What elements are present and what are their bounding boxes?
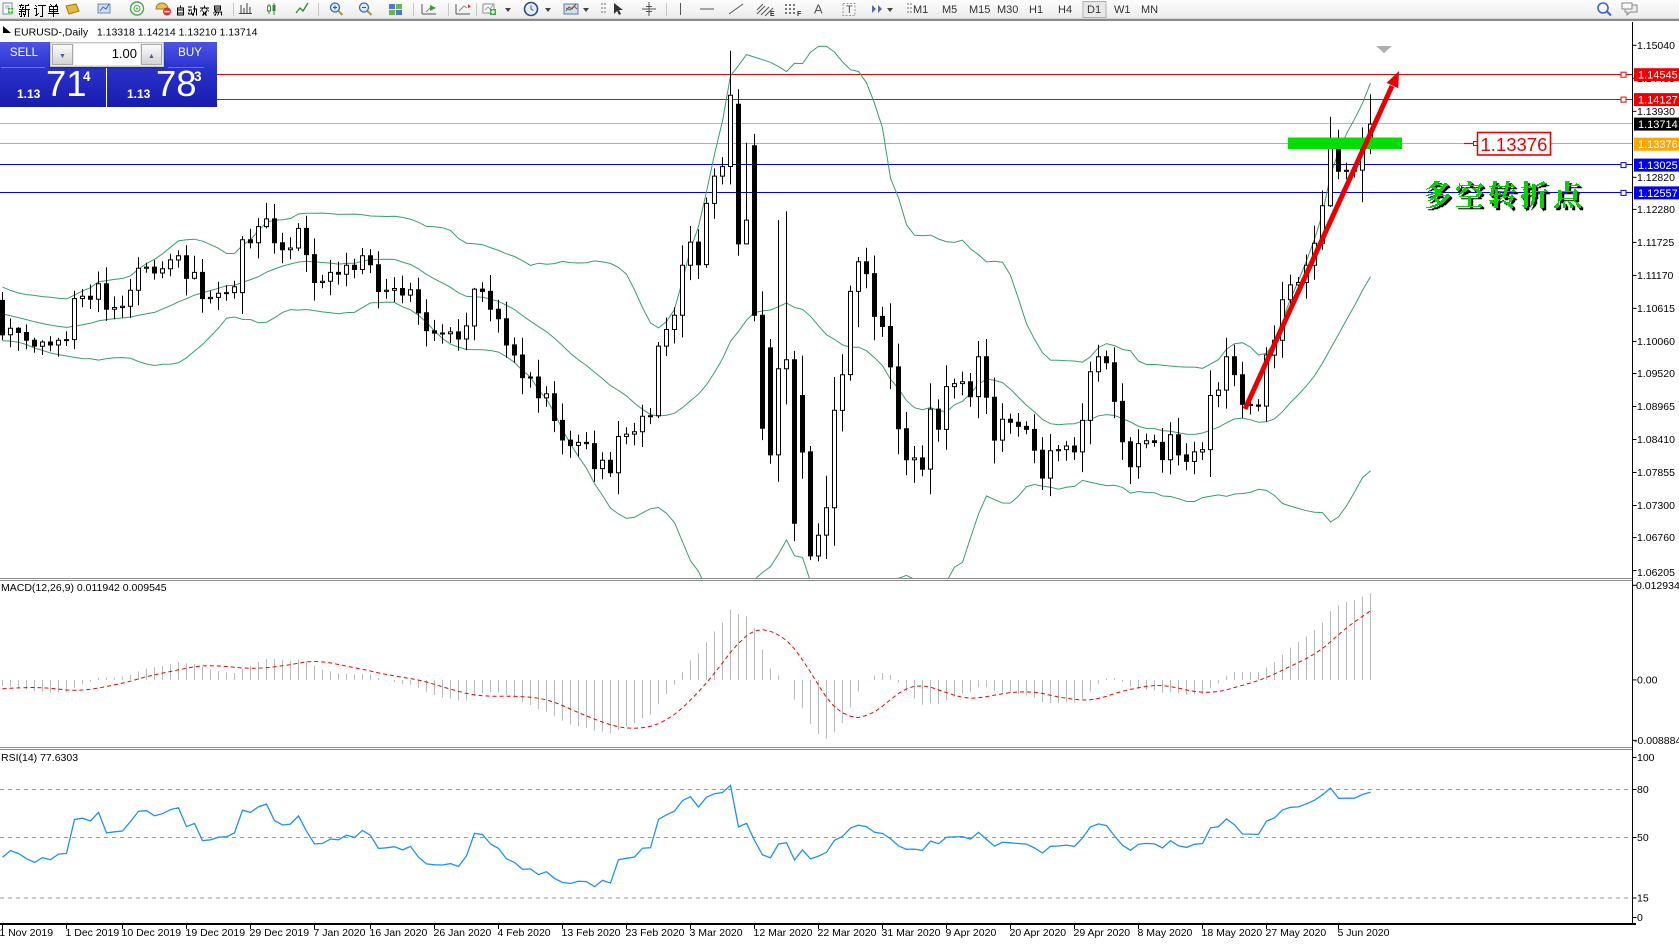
svg-text:1.13376: 1.13376: [1481, 134, 1548, 155]
svg-text:5 Jun 2020: 5 Jun 2020: [1338, 927, 1390, 939]
svg-text:M5: M5: [942, 4, 957, 16]
svg-text:0.012934: 0.012934: [1636, 580, 1679, 592]
svg-text:H1: H1: [1029, 4, 1043, 16]
svg-text:1.15040: 1.15040: [1637, 40, 1675, 52]
svg-text:1.11725: 1.11725: [1637, 237, 1674, 249]
svg-text:1.12557: 1.12557: [1638, 188, 1678, 200]
svg-text:15: 15: [1637, 893, 1649, 905]
svg-text:H4: H4: [1058, 4, 1072, 16]
svg-text:1.06205: 1.06205: [1637, 567, 1675, 579]
svg-text:1.07300: 1.07300: [1637, 500, 1675, 512]
svg-text:1.14545: 1.14545: [1638, 70, 1678, 82]
svg-text:1.13930: 1.13930: [1637, 106, 1675, 118]
svg-text:13 Feb 2020: 13 Feb 2020: [562, 927, 621, 939]
svg-text:1.08965: 1.08965: [1637, 401, 1675, 413]
svg-text:EURUSD-,Daily 1.13318 1.1421: EURUSD-,Daily 1.13318 1.14214 1.13210 1.…: [14, 27, 258, 39]
svg-text:27 May 2020: 27 May 2020: [1266, 927, 1327, 939]
svg-text:22 Mar 2020: 22 Mar 2020: [818, 927, 877, 939]
svg-text:0: 0: [1637, 912, 1643, 924]
svg-text:MACD(12,26,9) 0.011942 0.00954: MACD(12,26,9) 0.011942 0.009545: [1, 582, 167, 594]
svg-text:21 Nov 2019: 21 Nov 2019: [0, 927, 53, 939]
svg-text:E: E: [770, 11, 775, 18]
svg-text:100: 100: [1637, 752, 1655, 764]
svg-text:1 Dec 2019: 1 Dec 2019: [66, 927, 120, 939]
svg-text:MN: MN: [1141, 4, 1158, 16]
svg-text:1.12820: 1.12820: [1637, 172, 1675, 184]
svg-text:19 Dec 2019: 19 Dec 2019: [186, 927, 246, 939]
svg-text:50: 50: [1637, 832, 1649, 844]
svg-text:1.13376: 1.13376: [1638, 139, 1678, 151]
svg-text:4 Feb 2020: 4 Feb 2020: [498, 927, 551, 939]
svg-text:M30: M30: [997, 4, 1018, 16]
svg-text:0.00: 0.00: [1637, 674, 1658, 686]
svg-text:29 Dec 2019: 29 Dec 2019: [250, 927, 310, 939]
svg-text:W1: W1: [1114, 4, 1131, 16]
svg-text:1.08410: 1.08410: [1637, 434, 1675, 446]
svg-text:1.14127: 1.14127: [1638, 95, 1678, 107]
svg-text:18 May 2020: 18 May 2020: [1202, 927, 1263, 939]
svg-text:16 Jan 2020: 16 Jan 2020: [370, 927, 428, 939]
svg-text:31 Mar 2020: 31 Mar 2020: [882, 927, 941, 939]
svg-text:1.11170: 1.11170: [1637, 270, 1674, 282]
svg-text:M15: M15: [969, 4, 990, 16]
svg-text:1.10060: 1.10060: [1637, 336, 1675, 348]
svg-text:M1: M1: [913, 4, 928, 16]
svg-text:-0.008884: -0.008884: [1634, 735, 1679, 747]
svg-text:1.10615: 1.10615: [1637, 303, 1675, 315]
svg-text:RSI(14) 77.6303: RSI(14) 77.6303: [1, 752, 78, 764]
svg-text:20 Apr 2020: 20 Apr 2020: [1010, 927, 1067, 939]
svg-text:23 Feb 2020: 23 Feb 2020: [626, 927, 685, 939]
svg-text:8 May 2020: 8 May 2020: [1138, 927, 1193, 939]
svg-text:1.09520: 1.09520: [1637, 368, 1675, 380]
svg-text:1.07855: 1.07855: [1637, 467, 1675, 479]
svg-text:1.13714: 1.13714: [1638, 119, 1678, 131]
svg-text:3 Mar 2020: 3 Mar 2020: [690, 927, 743, 939]
svg-text:9 Apr 2020: 9 Apr 2020: [946, 927, 997, 939]
svg-text:1.13025: 1.13025: [1638, 160, 1678, 172]
svg-text:D1: D1: [1087, 4, 1101, 16]
svg-text:29 Apr 2020: 29 Apr 2020: [1074, 927, 1131, 939]
svg-text:7 Jan 2020: 7 Jan 2020: [314, 927, 366, 939]
svg-text:F: F: [797, 11, 802, 18]
svg-text:10 Dec 2019: 10 Dec 2019: [122, 927, 182, 939]
svg-text:80: 80: [1637, 784, 1649, 796]
svg-text:12 Mar 2020: 12 Mar 2020: [754, 927, 813, 939]
svg-text:1.06760: 1.06760: [1637, 532, 1675, 544]
svg-text:1.12280: 1.12280: [1637, 204, 1675, 216]
svg-text:A: A: [814, 2, 823, 17]
svg-text:26 Jan 2020: 26 Jan 2020: [434, 927, 492, 939]
svg-text:T: T: [846, 4, 853, 16]
